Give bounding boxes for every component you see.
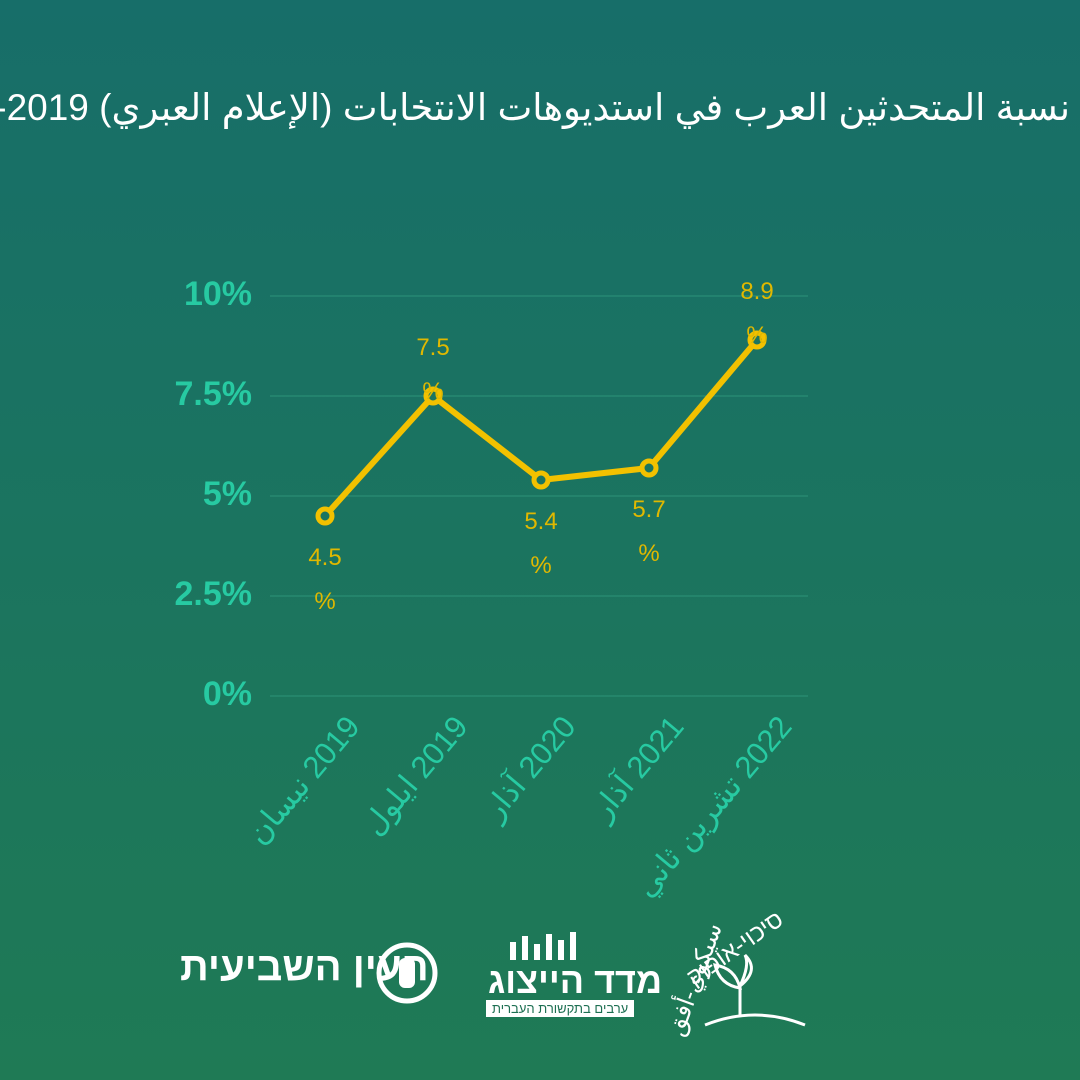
logo-index-sub: ערבים בתקשורת העברית <box>486 1000 635 1017</box>
chart-title: نسبة المتحدثين العرب في استديوهات الانتخ… <box>0 87 1070 128</box>
y-tick-label: 10% <box>184 275 252 313</box>
data-point <box>639 458 659 478</box>
y-tick-label: 5% <box>203 475 252 513</box>
data-point <box>423 386 443 406</box>
y-tick-label: 0% <box>203 675 252 713</box>
logo-icon <box>376 942 438 1004</box>
logo-index: מדד הייצוג <box>488 960 663 1001</box>
value-label: 8.9 % <box>740 278 774 349</box>
x-tick-label: 2019 نيسان <box>240 709 367 851</box>
value-label: 4.5 % <box>308 544 342 615</box>
value-label: 7.5 % <box>416 334 450 405</box>
x-tick-label: 2019 ايلول <box>356 709 476 842</box>
data-line <box>322 338 760 519</box>
data-point <box>315 506 335 526</box>
value-label: 5.7 % <box>632 496 666 567</box>
x-tick-label: 2021 آذار <box>582 708 692 829</box>
x-tick-label: 2020 آذار <box>474 708 584 829</box>
data-point <box>531 470 551 490</box>
logo-bars <box>510 932 576 960</box>
y-tick-label: 2.5% <box>175 575 253 613</box>
y-tick-label: 7.5% <box>175 375 253 413</box>
value-label: 5.4 % <box>524 508 558 579</box>
data-point <box>747 330 767 350</box>
logo-sprout <box>704 953 806 1027</box>
